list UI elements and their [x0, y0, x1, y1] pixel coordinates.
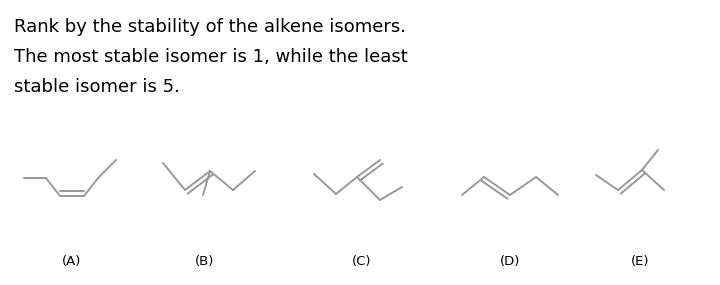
Text: (E): (E): [631, 255, 649, 268]
Text: (A): (A): [63, 255, 81, 268]
Text: (C): (C): [352, 255, 372, 268]
Text: Rank by the stability of the alkene isomers.: Rank by the stability of the alkene isom…: [14, 18, 406, 36]
Text: (D): (D): [500, 255, 520, 268]
Text: (B): (B): [195, 255, 215, 268]
Text: The most stable isomer is 1, while the least: The most stable isomer is 1, while the l…: [14, 48, 408, 66]
Text: stable isomer is 5.: stable isomer is 5.: [14, 78, 180, 96]
